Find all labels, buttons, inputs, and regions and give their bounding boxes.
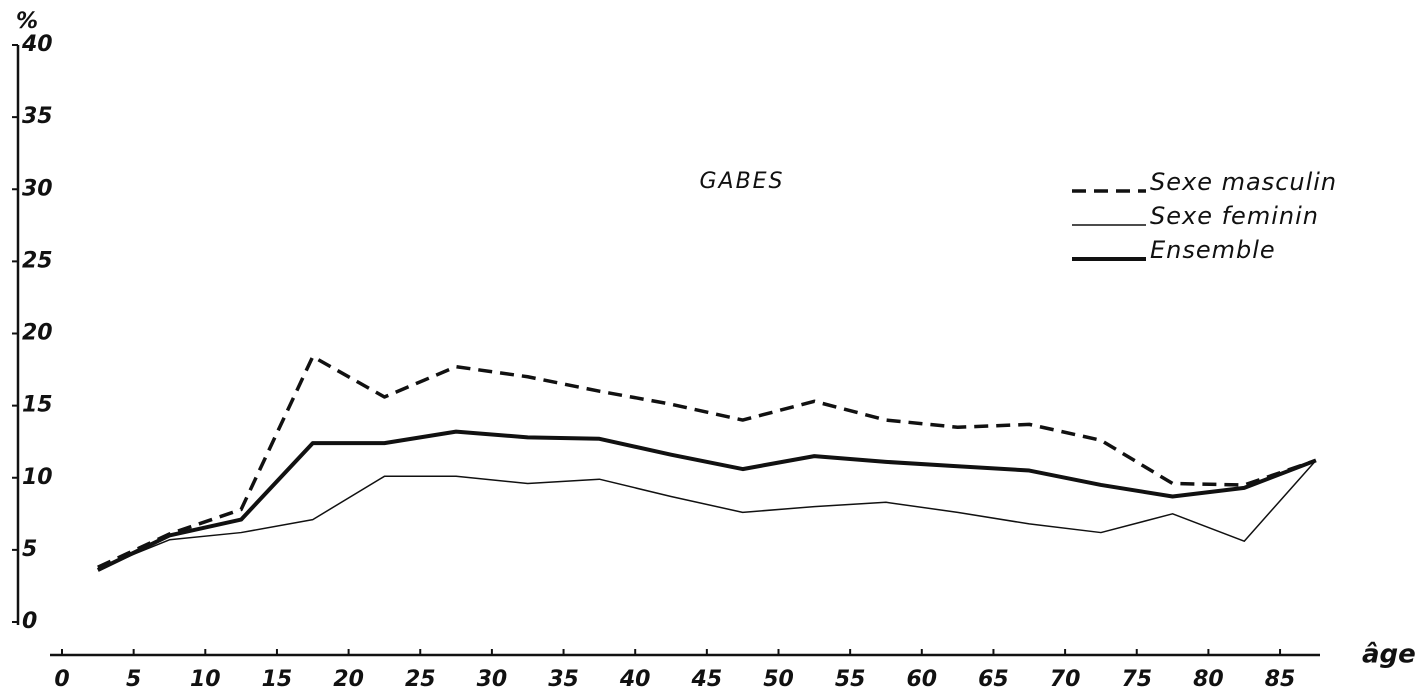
x-tick-label: 80	[1193, 667, 1224, 692]
y-tick-label: 15	[22, 393, 53, 418]
x-tick-label: 70	[1050, 667, 1081, 692]
series-line	[97, 459, 1317, 570]
y-tick-label: 0	[22, 609, 37, 634]
x-tick-label: 85	[1265, 667, 1296, 692]
x-tick-label: 15	[262, 667, 293, 692]
x-tick-label: 35	[548, 667, 579, 692]
x-tick-label: 45	[691, 667, 723, 692]
y-axis-label: %	[16, 9, 38, 34]
legend-label: Sexe masculin	[1150, 168, 1337, 196]
y-tick-label: 35	[22, 104, 53, 129]
x-tick-label: 50	[763, 667, 794, 692]
legend-label: Ensemble	[1150, 236, 1276, 264]
x-tick-label: 65	[978, 667, 1009, 692]
y-tick-label: 20	[22, 321, 53, 346]
y-tick-label: 5	[22, 537, 37, 562]
series-line	[97, 354, 1317, 569]
x-axis-label: âge	[1362, 640, 1416, 670]
chart-title: GABES	[699, 169, 784, 194]
x-tick-label: 20	[333, 667, 364, 692]
legend-label: Sexe feminin	[1150, 202, 1319, 230]
x-tick-label: 75	[1121, 667, 1152, 692]
x-tick-label: 30	[477, 667, 508, 692]
x-tick-label: 60	[906, 667, 937, 692]
x-tick-label: 0	[54, 667, 69, 692]
x-tick-label: 25	[405, 667, 436, 692]
y-tick-label: 10	[22, 465, 53, 490]
series-line	[96, 429, 1317, 572]
x-tick-label: 55	[835, 667, 866, 692]
x-tick-label: 10	[190, 667, 221, 692]
y-tick-label: 30	[22, 176, 53, 201]
y-tick-label: 40	[21, 32, 53, 57]
x-tick-label: 40	[619, 667, 651, 692]
x-tick-label: 5	[126, 667, 141, 692]
y-tick-label: 25	[22, 248, 53, 273]
